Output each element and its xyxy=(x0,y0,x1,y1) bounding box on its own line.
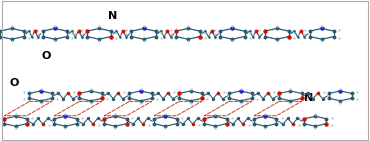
Text: O: O xyxy=(41,51,51,61)
Text: O: O xyxy=(9,78,19,88)
Text: N: N xyxy=(304,93,314,103)
Text: N: N xyxy=(108,11,118,21)
